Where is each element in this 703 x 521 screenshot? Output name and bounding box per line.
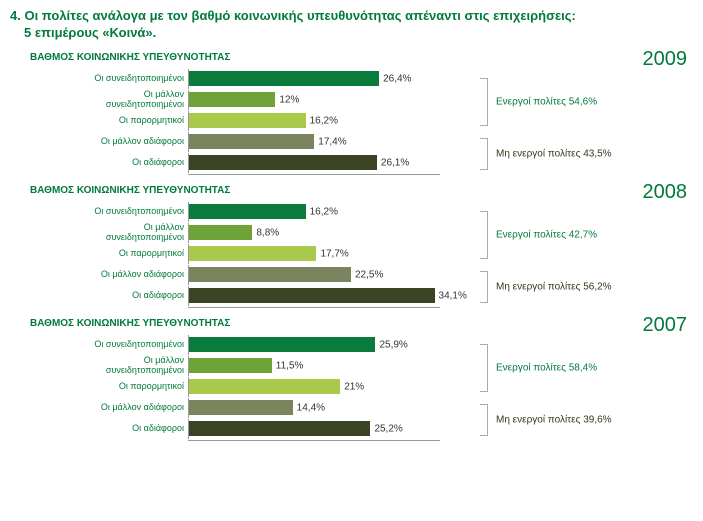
bar-track: 25,9% — [188, 335, 440, 355]
axis-line — [188, 440, 440, 441]
group-brackets: Ενεργοί πολίτες 42,7% Μη ενεργοί πολίτες … — [490, 205, 690, 309]
group-active-label: Ενεργοί πολίτες 42,7% — [496, 229, 597, 240]
block-title: ΒΑΘΜΟΣ ΚΟΙΝΩΝΙΚΗΣ ΥΠΕΥΘΥΝΟΤΗΤΑΣ — [30, 52, 693, 63]
bar: 17,4% — [189, 134, 314, 149]
category-label: Οι μάλλον αδιάφοροι — [10, 403, 188, 412]
bar: 12% — [189, 92, 275, 107]
bar: 25,9% — [189, 337, 375, 352]
chart-block: 2008ΒΑΘΜΟΣ ΚΟΙΝΩΝΙΚΗΣ ΥΠΕΥΘΥΝΟΤΗΤΑΣΟι συ… — [10, 185, 693, 308]
bar-value-label: 34,1% — [439, 290, 467, 301]
bar-track: 11,5% — [188, 356, 440, 376]
bar-track: 34,1% — [188, 286, 440, 306]
bar: 16,2% — [189, 113, 306, 128]
bar: 21% — [189, 379, 340, 394]
bar: 26,4% — [189, 71, 379, 86]
category-label: Οι μάλλον αδιάφοροι — [10, 137, 188, 146]
title-line-2: 5 επιμέρους «Κοινά». — [10, 25, 693, 42]
category-label: Οι αδιάφοροι — [10, 291, 188, 300]
bar-track: 25,2% — [188, 419, 440, 439]
main-title: 4. Οι πολίτες ανάλογα με τον βαθμό κοινω… — [10, 8, 693, 42]
bar-value-label: 16,2% — [310, 206, 338, 217]
bar-track: 17,4% — [188, 132, 440, 152]
bar-value-label: 17,7% — [320, 248, 348, 259]
bar-value-label: 21% — [344, 381, 364, 392]
bar-value-label: 16,2% — [310, 115, 338, 126]
category-label: Οι παρορμητικοί — [10, 382, 188, 391]
group-inactive-label: Μη ενεργοί πολίτες 43,5% — [496, 148, 612, 159]
bar-value-label: 25,9% — [379, 339, 407, 350]
bar-track: 16,2% — [188, 111, 440, 131]
bar-track: 8,8% — [188, 223, 440, 243]
group-brackets: Ενεργοί πολίτες 58,4% Μη ενεργοί πολίτες … — [490, 338, 690, 442]
bar-value-label: 14,4% — [297, 402, 325, 413]
bar-track: 14,4% — [188, 398, 440, 418]
axis-line — [188, 174, 440, 175]
category-label: Οι μάλλονσυνειδητοποιημένοι — [10, 90, 188, 109]
group-inactive-label: Μη ενεργοί πολίτες 39,6% — [496, 414, 612, 425]
year-label: 2007 — [643, 314, 688, 337]
bar: 22,5% — [189, 267, 351, 282]
bar: 11,5% — [189, 358, 272, 373]
category-label: Οι συνειδητοποιημένοι — [10, 340, 188, 349]
bar: 34,1% — [189, 288, 435, 303]
chart-block: 2009ΒΑΘΜΟΣ ΚΟΙΝΩΝΙΚΗΣ ΥΠΕΥΘΥΝΟΤΗΤΑΣΟι συ… — [10, 52, 693, 175]
group-brackets: Ενεργοί πολίτες 54,6% Μη ενεργοί πολίτες … — [490, 72, 690, 176]
bar: 14,4% — [189, 400, 293, 415]
category-label: Οι μάλλονσυνειδητοποιημένοι — [10, 223, 188, 242]
bar: 16,2% — [189, 204, 306, 219]
bar-value-label: 17,4% — [318, 136, 346, 147]
bar: 26,1% — [189, 155, 377, 170]
category-label: Οι παρορμητικοί — [10, 249, 188, 258]
bar-value-label: 8,8% — [256, 227, 279, 238]
category-label: Οι μάλλον αδιάφοροι — [10, 270, 188, 279]
group-inactive-label: Μη ενεργοί πολίτες 56,2% — [496, 281, 612, 292]
bar-track: 26,4% — [188, 69, 440, 89]
category-label: Οι αδιάφοροι — [10, 158, 188, 167]
bar: 8,8% — [189, 225, 252, 240]
bar-track: 17,7% — [188, 244, 440, 264]
bar-track: 16,2% — [188, 202, 440, 222]
bar-track: 21% — [188, 377, 440, 397]
group-active-label: Ενεργοί πολίτες 54,6% — [496, 96, 597, 107]
bar-value-label: 11,5% — [276, 360, 304, 371]
bar-value-label: 26,4% — [383, 73, 411, 84]
bar: 17,7% — [189, 246, 316, 261]
axis-line — [188, 307, 440, 308]
category-label: Οι παρορμητικοί — [10, 116, 188, 125]
block-title: ΒΑΘΜΟΣ ΚΟΙΝΩΝΙΚΗΣ ΥΠΕΥΘΥΝΟΤΗΤΑΣ — [30, 185, 693, 196]
bar-track: 26,1% — [188, 153, 440, 173]
block-title: ΒΑΘΜΟΣ ΚΟΙΝΩΝΙΚΗΣ ΥΠΕΥΘΥΝΟΤΗΤΑΣ — [30, 318, 693, 329]
category-label: Οι μάλλονσυνειδητοποιημένοι — [10, 356, 188, 375]
bar-track: 22,5% — [188, 265, 440, 285]
bar-value-label: 12% — [279, 94, 299, 105]
bar-value-label: 22,5% — [355, 269, 383, 280]
chart-block: 2007ΒΑΘΜΟΣ ΚΟΙΝΩΝΙΚΗΣ ΥΠΕΥΘΥΝΟΤΗΤΑΣΟι συ… — [10, 318, 693, 441]
bar-value-label: 26,1% — [381, 157, 409, 168]
category-label: Οι αδιάφοροι — [10, 424, 188, 433]
title-line-1: 4. Οι πολίτες ανάλογα με τον βαθμό κοινω… — [10, 8, 576, 23]
bar: 25,2% — [189, 421, 370, 436]
year-label: 2008 — [643, 181, 688, 204]
category-label: Οι συνειδητοποιημένοι — [10, 74, 188, 83]
year-label: 2009 — [643, 48, 688, 71]
group-active-label: Ενεργοί πολίτες 58,4% — [496, 362, 597, 373]
bar-track: 12% — [188, 90, 440, 110]
bar-value-label: 25,2% — [374, 423, 402, 434]
category-label: Οι συνειδητοποιημένοι — [10, 207, 188, 216]
